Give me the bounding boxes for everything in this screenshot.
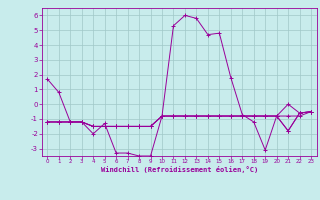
X-axis label: Windchill (Refroidissement éolien,°C): Windchill (Refroidissement éolien,°C)	[100, 166, 258, 173]
